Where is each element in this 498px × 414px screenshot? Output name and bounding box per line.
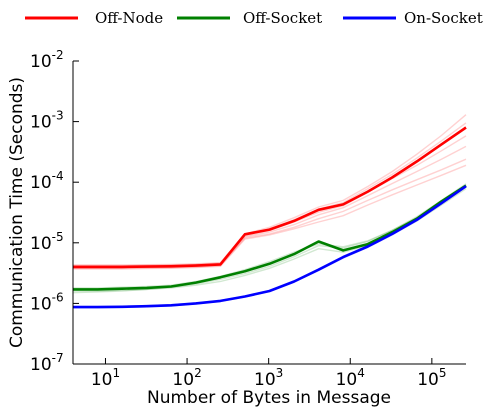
y-tick-label: 10-3 (30, 109, 64, 133)
y-tick-label: 10-7 (30, 351, 64, 375)
x-axis-title: Number of Bytes in Message (147, 388, 391, 408)
series-group (73, 126, 467, 309)
x-tick-label: 103 (254, 366, 283, 390)
x-ticks: 101 102 103 104 105 (91, 358, 446, 390)
legend-label-off-socket: Off-Socket (243, 9, 322, 27)
series-line-off-socket (73, 184, 467, 291)
faint-series-line (73, 188, 467, 292)
legend-item-on-socket: On-Socket (343, 9, 483, 27)
faint-series-line (73, 122, 467, 267)
x-tick-label: 102 (172, 366, 201, 390)
y-tick-label: 10-2 (30, 48, 64, 72)
series-line-off-node (73, 126, 467, 269)
faint-series-line (72, 183, 467, 294)
y-axis-title: Communication Time (Seconds) (7, 77, 27, 348)
faint-series-line (73, 135, 467, 267)
faint-series-line (73, 158, 467, 269)
y-tick-label: 10-5 (30, 230, 64, 254)
y-tick-label: 10-4 (30, 169, 64, 193)
faint-series-line (73, 114, 467, 266)
faint-series-line (73, 164, 467, 270)
y-ticks: 10-7 10-6 10-5 10-4 10-3 10-2 (30, 48, 79, 375)
y-tick-label: 10-6 (30, 290, 64, 314)
legend-item-off-socket: Off-Socket (177, 9, 322, 27)
faint-series-group (72, 114, 467, 309)
legend-item-off-node: Off-Node (25, 9, 163, 27)
legend-label-off-node: Off-Node (95, 9, 163, 27)
x-tick-label: 104 (336, 366, 365, 390)
faint-series-line (73, 184, 467, 289)
x-tick-label: 101 (91, 366, 120, 390)
legend-label-on-socket: On-Socket (404, 9, 483, 27)
series-line-on-socket (73, 185, 467, 309)
x-tick-label: 105 (417, 366, 446, 390)
legend: Off-Node Off-Socket On-Socket (25, 9, 483, 27)
